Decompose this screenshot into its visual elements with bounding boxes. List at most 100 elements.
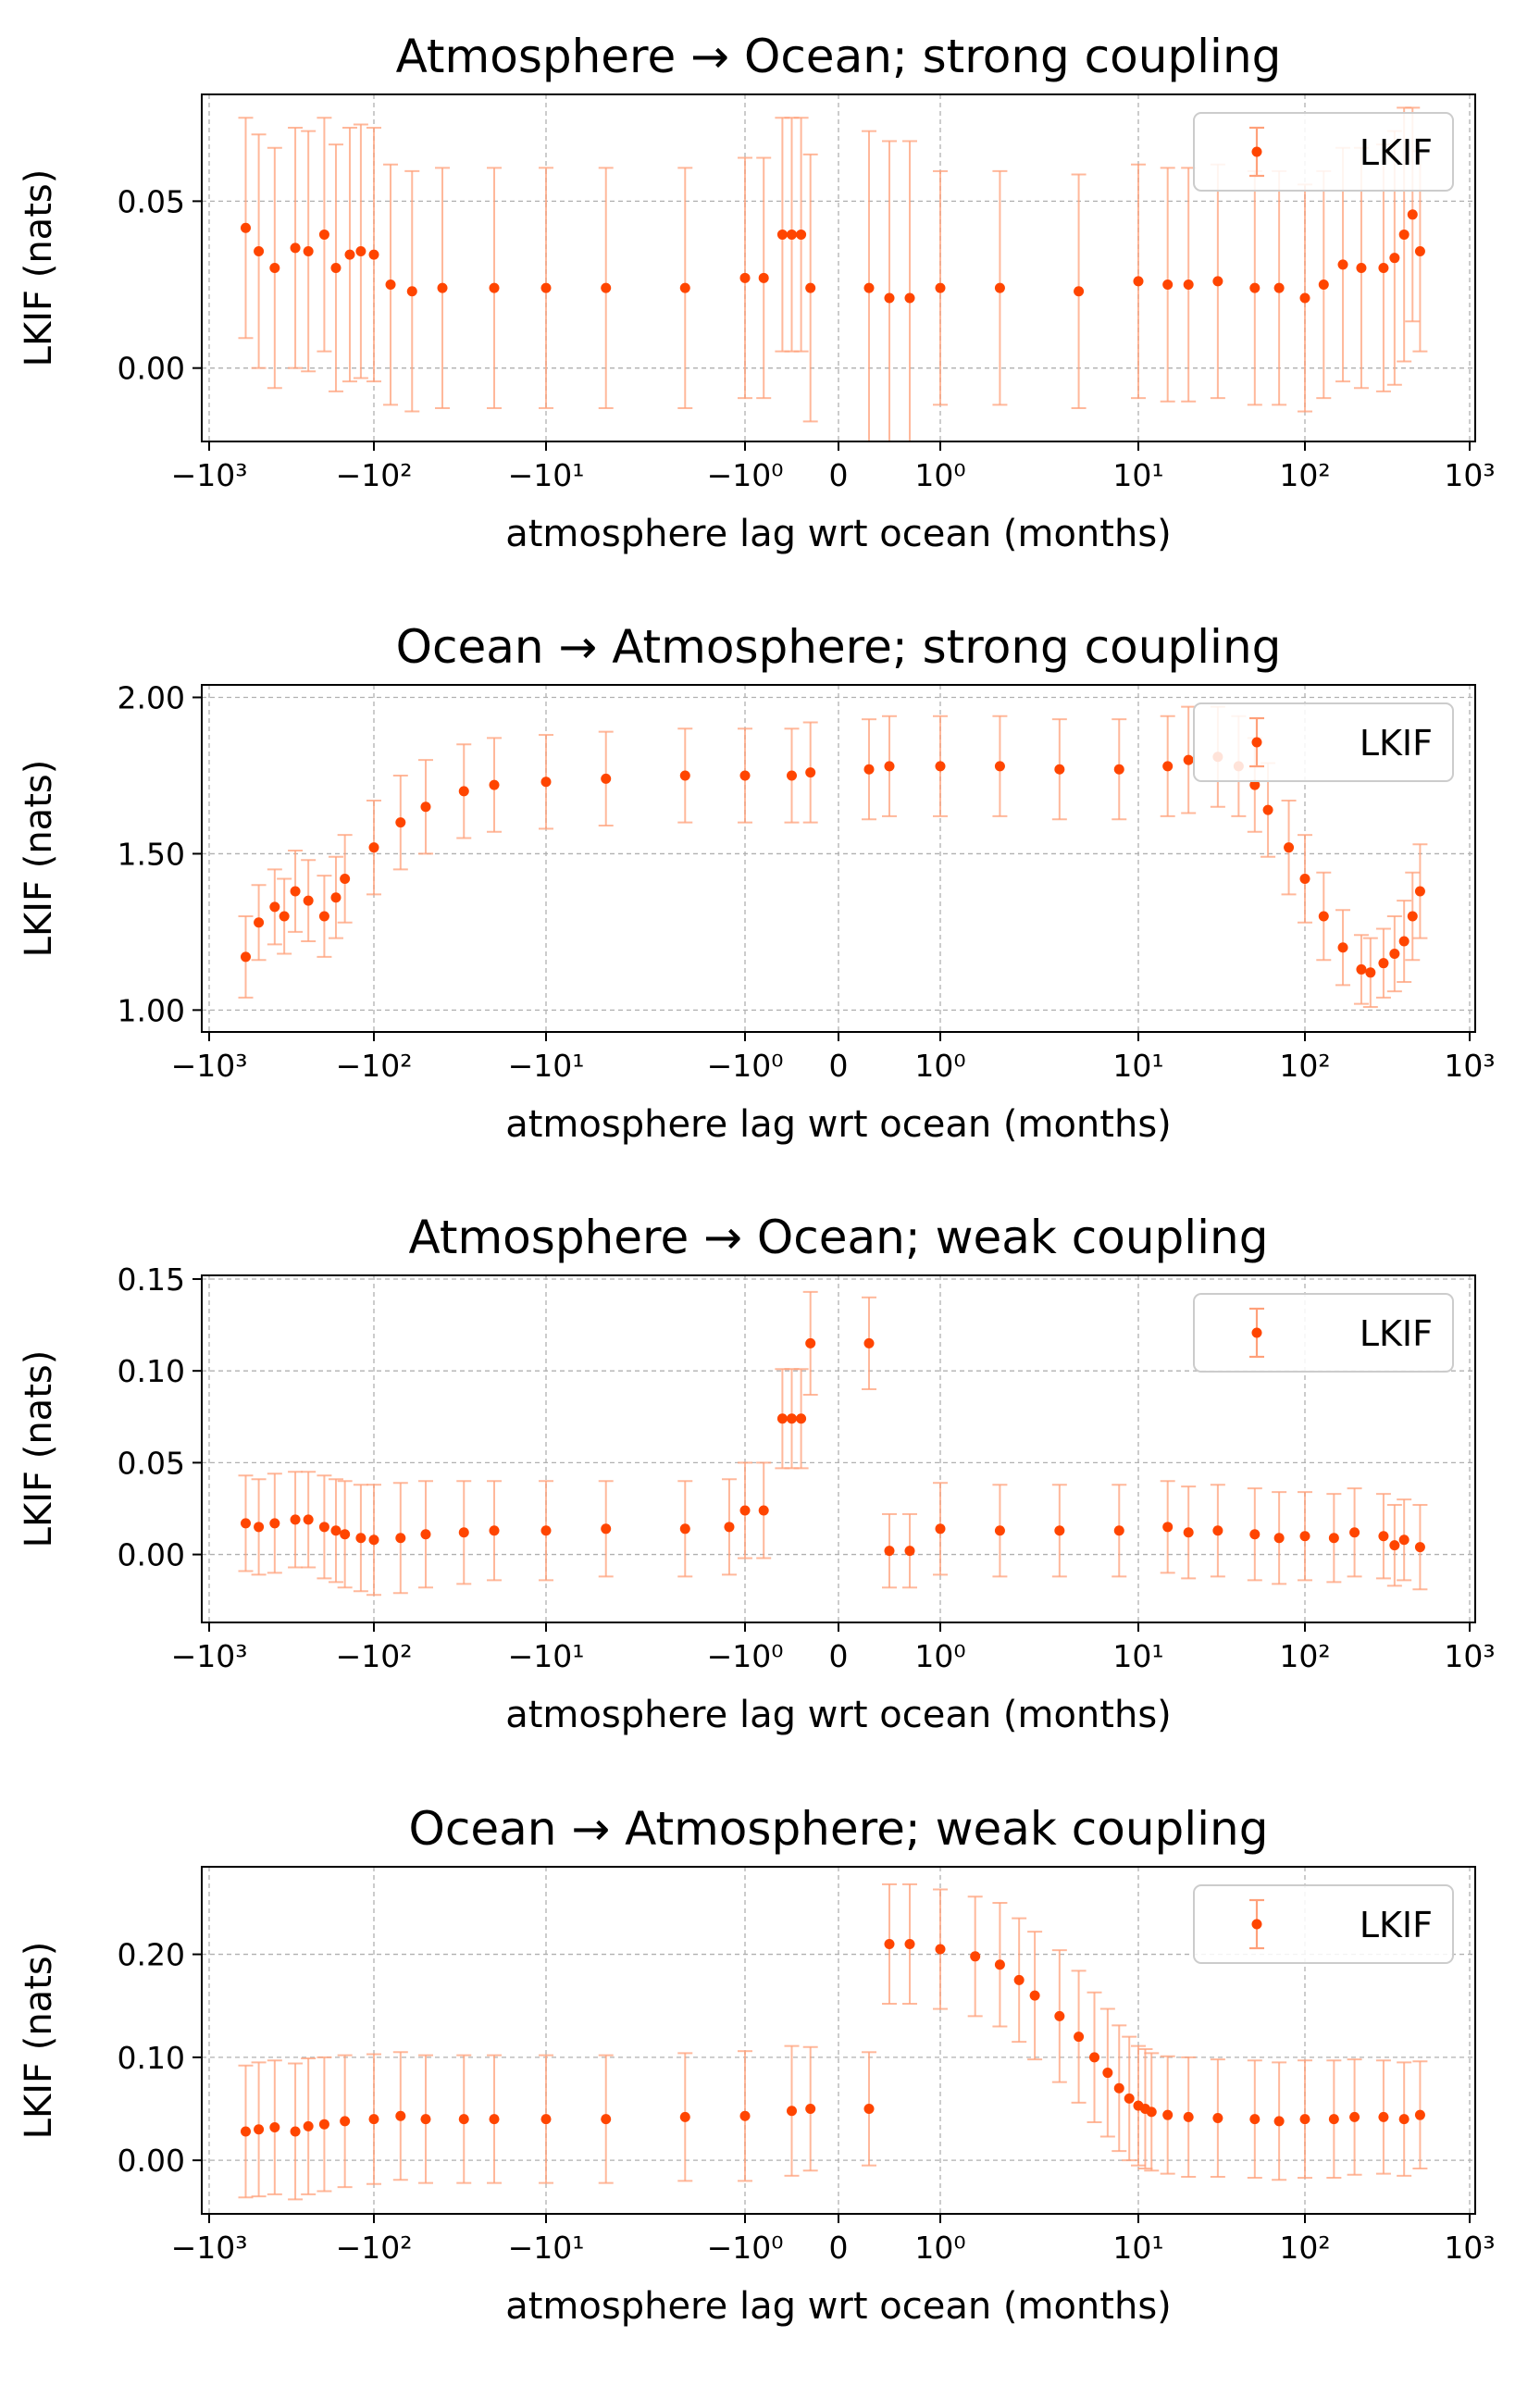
- x-axis-label: atmosphere lag wrt ocean (months): [505, 513, 1172, 555]
- data-point: [1389, 253, 1400, 264]
- data-point: [1249, 1529, 1261, 1540]
- y-tick-label: 0.05: [118, 183, 185, 219]
- x-tick-label: −10²: [336, 1048, 413, 1084]
- data-point: [489, 779, 500, 790]
- data-point: [1378, 263, 1389, 273]
- x-tick-label: 10²: [1279, 1638, 1330, 1674]
- data-point: [1414, 245, 1425, 256]
- data-point: [1162, 1522, 1174, 1533]
- data-point: [1146, 2106, 1157, 2118]
- data-point: [1113, 1525, 1124, 1536]
- data-point: [884, 761, 895, 772]
- legend-label: LKIF: [1360, 723, 1433, 764]
- data-point: [1212, 2113, 1223, 2124]
- data-point: [489, 2114, 500, 2125]
- data-point: [1349, 1527, 1360, 1538]
- data-point: [385, 280, 396, 291]
- y-axis-label: LKIF (nats): [18, 169, 60, 367]
- legend-label: LKIF: [1360, 1905, 1433, 1945]
- plot-frame: [201, 93, 1476, 442]
- data-point: [863, 282, 875, 293]
- legend: LKIF: [1193, 702, 1454, 782]
- data-point: [1398, 2114, 1410, 2125]
- y-axis-label: LKIF (nats): [18, 1350, 60, 1548]
- x-tick-label: 10⁰: [914, 2230, 965, 2266]
- data-point: [904, 1938, 915, 1949]
- legend-label: LKIF: [1360, 132, 1433, 173]
- x-tick-label: −10¹: [508, 1048, 585, 1084]
- data-point: [290, 242, 301, 254]
- data-point: [1183, 2111, 1194, 2122]
- data-point: [1124, 2093, 1135, 2104]
- data-point: [724, 1522, 735, 1533]
- x-tick-label: −10³: [171, 457, 248, 493]
- data-point: [330, 1525, 342, 1536]
- x-tick-label: 10¹: [1112, 457, 1163, 493]
- data-point: [796, 1413, 807, 1424]
- x-tick-label: 10¹: [1112, 1638, 1163, 1674]
- x-tick-label: −10³: [171, 1048, 248, 1084]
- data-point: [994, 761, 1005, 772]
- legend-box: [1193, 1293, 1454, 1373]
- chart-panel-2: Ocean → Atmosphere; strong coupling −10³ −…: [18, 620, 1496, 1146]
- chart-panel-4: Ocean → Atmosphere; weak coupling −10³ −10…: [18, 1802, 1496, 2328]
- x-tick-label: 10⁰: [914, 1048, 965, 1084]
- x-tick-label: −10⁰: [707, 457, 784, 493]
- data-point: [420, 1529, 431, 1540]
- data-point: [1328, 2114, 1339, 2125]
- data-point: [368, 2114, 379, 2125]
- data-point: [1212, 1525, 1223, 1536]
- data-point: [739, 1505, 751, 1516]
- data-point: [601, 773, 612, 784]
- data-point: [1054, 764, 1065, 775]
- data-point: [776, 1413, 788, 1424]
- data-point: [269, 2122, 280, 2133]
- legend: LKIF: [1193, 112, 1454, 192]
- data-point: [279, 911, 290, 922]
- data-point: [1162, 280, 1174, 291]
- x-tick-label: −10⁰: [707, 1048, 784, 1084]
- x-tick-label: 0: [829, 2230, 849, 2266]
- data-point: [240, 222, 251, 233]
- data-point: [290, 886, 301, 897]
- data-point: [679, 282, 690, 293]
- x-tick-label: −10²: [336, 2230, 413, 2266]
- data-point: [355, 245, 366, 256]
- data-point: [540, 1525, 552, 1536]
- data-point: [679, 2111, 690, 2122]
- data-point: [355, 1533, 366, 1544]
- x-tick-label: 10⁰: [914, 457, 965, 493]
- data-point: [1299, 292, 1310, 304]
- data-point: [1054, 1525, 1065, 1536]
- data-point: [1054, 2010, 1065, 2021]
- data-point: [884, 1546, 895, 1557]
- data-point: [1074, 2032, 1085, 2043]
- data-point: [318, 1522, 329, 1533]
- data-point: [1414, 2109, 1425, 2120]
- data-point: [303, 1514, 314, 1525]
- data-point: [776, 229, 788, 240]
- data-point: [1414, 886, 1425, 897]
- data-point: [1133, 276, 1144, 287]
- data-point: [1378, 958, 1389, 969]
- plot-frame: [201, 1866, 1476, 2215]
- data-point: [330, 892, 342, 903]
- chart-panel-1: Atmosphere → Ocean; strong coupling −10³ −…: [18, 30, 1496, 555]
- x-tick-label: 10¹: [1112, 2230, 1163, 2266]
- data-point: [994, 1959, 1005, 1970]
- data-point: [679, 1523, 690, 1535]
- x-tick-label: −10³: [171, 1638, 248, 1674]
- data-point: [935, 761, 946, 772]
- data-point: [1162, 761, 1174, 772]
- marker-group: [240, 209, 1425, 304]
- data-point: [805, 282, 816, 293]
- data-point: [1414, 1542, 1425, 1553]
- data-point: [1378, 1531, 1389, 1542]
- x-tick-label: 10²: [1279, 457, 1330, 493]
- x-tick-label: 10³: [1444, 1638, 1495, 1674]
- data-point: [1074, 286, 1085, 297]
- x-tick-label: 10¹: [1112, 1048, 1163, 1084]
- data-point: [1407, 209, 1418, 220]
- data-point: [1349, 2111, 1360, 2122]
